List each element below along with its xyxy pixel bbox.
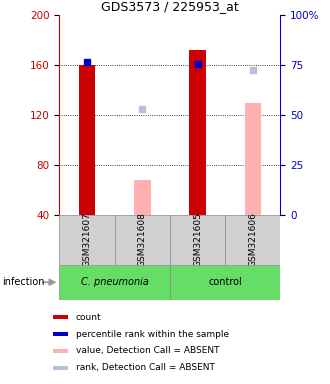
Title: GDS3573 / 225953_at: GDS3573 / 225953_at: [101, 0, 239, 13]
Text: infection: infection: [2, 277, 44, 287]
Bar: [170, 215, 225, 265]
Text: C. pneumonia: C. pneumonia: [81, 277, 148, 287]
Text: control: control: [208, 277, 242, 287]
Text: rank, Detection Call = ABSENT: rank, Detection Call = ABSENT: [76, 363, 215, 372]
Text: GSM321608: GSM321608: [138, 213, 147, 267]
Bar: [53, 315, 68, 319]
Text: GSM321605: GSM321605: [193, 213, 202, 267]
Bar: [245, 103, 261, 215]
Bar: [79, 65, 95, 215]
Bar: [53, 349, 68, 353]
Text: value, Detection Call = ABSENT: value, Detection Call = ABSENT: [76, 346, 219, 356]
Bar: [134, 180, 150, 215]
Text: count: count: [76, 313, 102, 322]
Bar: [189, 50, 206, 215]
Bar: [170, 265, 280, 300]
Bar: [53, 366, 68, 370]
Bar: [53, 332, 68, 336]
Bar: [225, 215, 280, 265]
Text: percentile rank within the sample: percentile rank within the sample: [76, 329, 229, 339]
Text: GSM321606: GSM321606: [248, 213, 257, 267]
Text: GSM321607: GSM321607: [82, 213, 91, 267]
Bar: [115, 215, 170, 265]
Bar: [59, 215, 115, 265]
Bar: [59, 265, 170, 300]
